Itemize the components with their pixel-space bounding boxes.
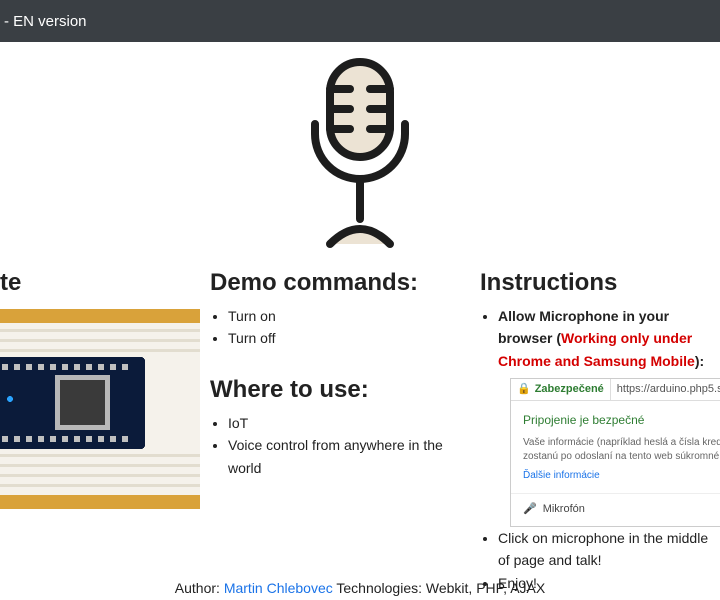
topbar: - EN version bbox=[0, 0, 720, 42]
mic-label: Mikrofón bbox=[543, 501, 585, 519]
list-instructions: Allow Microphone in your browser (Workin… bbox=[480, 305, 720, 594]
list-item: Click on microphone in the middle of pag… bbox=[498, 527, 720, 572]
more-info-link[interactable]: Ďalšie informácie bbox=[523, 468, 600, 484]
col1-heading: te bbox=[0, 269, 200, 297]
connection-title: Pripojenie je bezpečné bbox=[523, 411, 720, 430]
url-text: https://arduino.php5.s bbox=[611, 381, 720, 399]
columns: te bbox=[0, 263, 720, 594]
list-item: Turn off bbox=[228, 327, 470, 349]
security-body: Pripojenie je bezpečné Vaše informácie (… bbox=[511, 401, 720, 493]
lock-icon: 🔒 bbox=[517, 381, 531, 399]
heading-instructions: Instructions bbox=[480, 269, 720, 297]
col-hardware: te bbox=[0, 269, 200, 594]
mic-permission-row: 🎤 Mikrofón Povoliť bbox=[511, 493, 720, 526]
tech-text: Technologies: Webkit, PHP, AJAX bbox=[333, 580, 545, 596]
browser-security-popup: 🔒 Zabezpečené https://arduino.php5.s Pri… bbox=[510, 378, 720, 527]
paren-close: ): bbox=[695, 353, 704, 369]
hero bbox=[0, 42, 720, 263]
list-item: Voice control from anywhere in the world bbox=[228, 434, 470, 479]
author-link[interactable]: Martin Chlebovec bbox=[224, 580, 333, 596]
heading-where-to-use: Where to use: bbox=[210, 376, 470, 404]
lock-label: Zabezpečené bbox=[535, 381, 604, 399]
list-item: IoT bbox=[228, 412, 470, 434]
list-item: Allow Microphone in your browser (Workin… bbox=[498, 305, 720, 527]
list-item: Turn on bbox=[228, 305, 470, 327]
author-label: Author: bbox=[175, 580, 224, 596]
connection-desc: Vaše informácie (napríklad heslá a čísla… bbox=[523, 436, 720, 464]
col-commands: Demo commands: Turn on Turn off Where to… bbox=[200, 269, 480, 594]
lock-badge: 🔒 Zabezpečené bbox=[511, 379, 611, 400]
col-instructions: Instructions Allow Microphone in your br… bbox=[480, 269, 720, 594]
topbar-title: - EN version bbox=[0, 13, 87, 30]
heading-demo-commands: Demo commands: bbox=[210, 269, 470, 297]
list-where-to-use: IoT Voice control from anywhere in the w… bbox=[210, 412, 470, 479]
nodemcu-photo bbox=[0, 309, 200, 514]
list-demo-commands: Turn on Turn off bbox=[210, 305, 470, 350]
mic-icon: 🎤 bbox=[523, 501, 537, 519]
footer: Author: Martin Chlebovec Technologies: W… bbox=[0, 580, 720, 596]
microphone-icon[interactable] bbox=[285, 54, 435, 259]
address-bar: 🔒 Zabezpečené https://arduino.php5.s bbox=[511, 379, 720, 401]
